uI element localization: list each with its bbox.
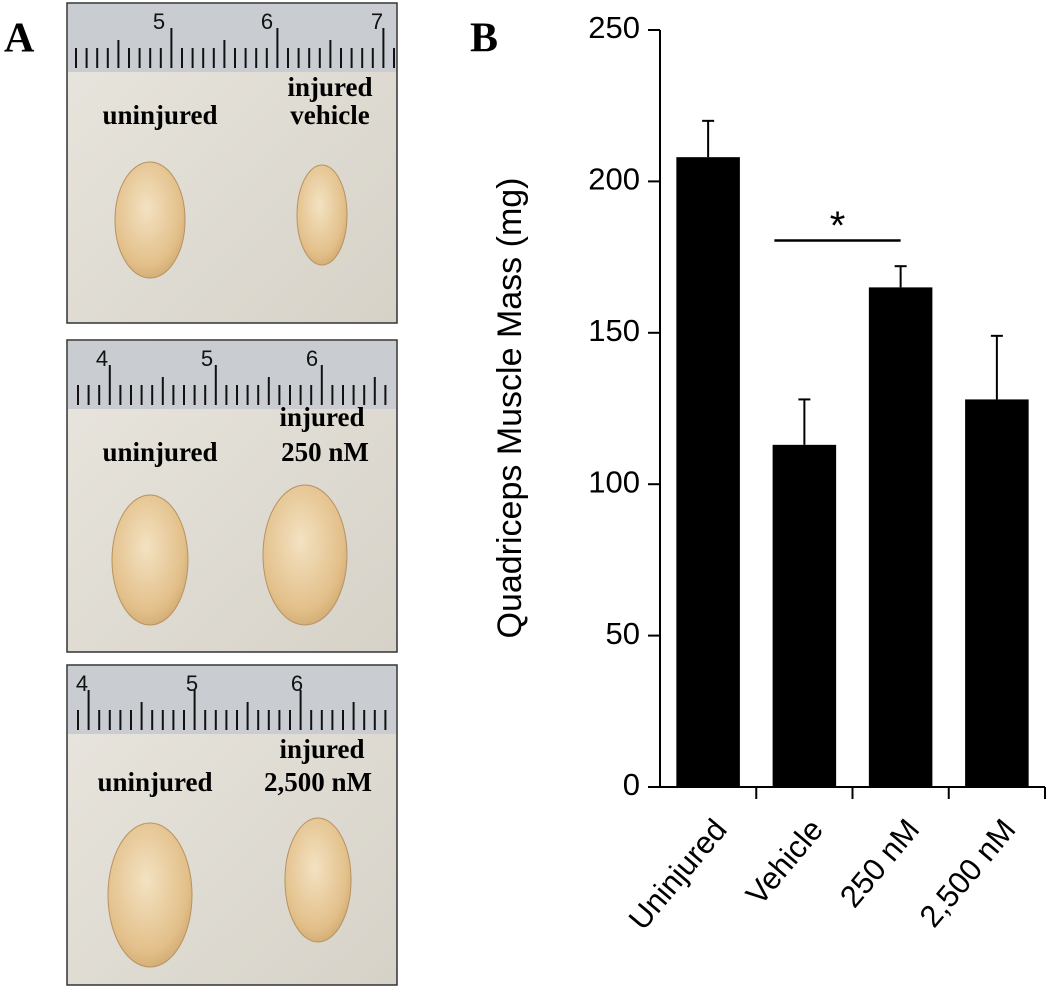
photo-label: vehicle xyxy=(290,100,369,130)
muscle xyxy=(284,817,352,943)
y-axis-title: Quadriceps Muscle Mass (mg) xyxy=(491,177,529,638)
muscle xyxy=(107,822,193,968)
photo-label: 2,500 nM xyxy=(264,767,372,797)
ruler xyxy=(68,341,396,409)
x-tick-label: Vehicle xyxy=(739,812,830,911)
y-tick-label: 100 xyxy=(588,464,640,499)
bar xyxy=(772,444,837,787)
photo-label: 250 nM xyxy=(281,437,369,467)
muscle xyxy=(114,161,186,279)
panel-label: A xyxy=(4,16,35,62)
photo-label: injured xyxy=(287,72,372,102)
photo-label: uninjured xyxy=(102,437,217,467)
ruler-number: 7 xyxy=(371,9,383,34)
y-tick-label: 50 xyxy=(606,616,640,651)
muscle xyxy=(296,164,348,266)
bar xyxy=(676,157,740,787)
ruler-number: 6 xyxy=(306,346,318,371)
bar xyxy=(965,399,1029,787)
panel-label: B xyxy=(470,16,498,62)
photo-label: injured xyxy=(279,402,364,432)
photo-label: uninjured xyxy=(102,100,217,130)
ruler xyxy=(68,666,396,734)
ruler-number: 5 xyxy=(201,346,213,371)
ruler xyxy=(68,4,396,72)
x-tick-label: 2,500 nM xyxy=(913,812,1023,934)
ruler-number: 4 xyxy=(76,671,88,696)
bar xyxy=(868,287,933,787)
photo-label: injured xyxy=(279,734,364,764)
ruler-number: 5 xyxy=(186,671,198,696)
x-tick-label: 250 nM xyxy=(833,812,926,914)
muscle xyxy=(111,494,189,626)
ruler-number: 4 xyxy=(96,346,108,371)
y-tick-label: 0 xyxy=(623,767,640,802)
ruler-number: 5 xyxy=(153,9,165,34)
annotation: * xyxy=(830,204,846,248)
photo-label: uninjured xyxy=(97,767,212,797)
ruler-number: 6 xyxy=(291,671,303,696)
y-tick-label: 200 xyxy=(588,162,640,197)
muscle xyxy=(262,484,348,626)
y-tick-label: 150 xyxy=(588,313,640,348)
x-tick-label: Uninjured xyxy=(622,812,734,936)
y-tick-label: 250 xyxy=(588,10,640,45)
ruler-number: 6 xyxy=(261,9,273,34)
